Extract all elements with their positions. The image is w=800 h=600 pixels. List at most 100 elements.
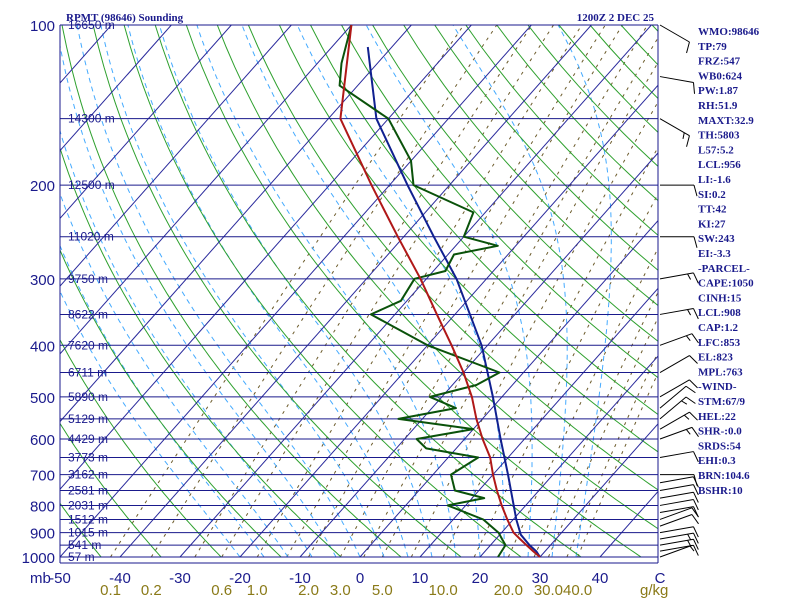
index-entry: -PARCEL- bbox=[698, 263, 750, 275]
plot-frame bbox=[59, 25, 659, 564]
mixing-ratio-label: 30.0 bbox=[534, 582, 563, 599]
temperature-tick-label: -20 bbox=[229, 570, 251, 587]
isotherm-line bbox=[60, 25, 232, 220]
wind-barb bbox=[659, 396, 696, 420]
temperature-tick-label: 10 bbox=[412, 570, 429, 587]
index-entry: WMO:98646 bbox=[698, 26, 760, 38]
station-title: RPMT (98646) Sounding bbox=[66, 12, 184, 24]
pressure-label: 300 bbox=[30, 272, 55, 289]
isotherm-line bbox=[419, 287, 658, 558]
index-entry: EL:823 bbox=[698, 352, 733, 364]
index-entry: -WIND- bbox=[698, 381, 737, 393]
height-label: 7620 m bbox=[68, 338, 108, 352]
isotherm-line bbox=[60, 25, 532, 558]
index-entry: LI:-1.6 bbox=[698, 174, 731, 186]
pressure-label: 800 bbox=[30, 498, 55, 515]
wind-barb bbox=[659, 538, 699, 550]
temperature-tick-labels: -50 -40 -30 -20 -10 0 10 20 30 40 C bbox=[49, 570, 665, 587]
wind-barb bbox=[659, 544, 699, 556]
mixing-ratio-label: 1.0 bbox=[247, 582, 268, 599]
wind-barb bbox=[659, 355, 698, 373]
indices-panel: WMO:98646 TP:79 FRZ:547 WB0:624 PW:1.87 RH:51… bbox=[698, 26, 760, 497]
isotherm-line bbox=[60, 25, 412, 423]
isotherms bbox=[60, 25, 658, 558]
mixing-ratio-label: 5.0 bbox=[372, 582, 393, 599]
height-label: 1512 m bbox=[68, 512, 108, 526]
wind-barb bbox=[659, 491, 699, 503]
wind-barb bbox=[659, 308, 699, 320]
index-entry: BRN:104.6 bbox=[698, 470, 750, 482]
height-label: 541 m bbox=[68, 538, 101, 552]
isotherm-line bbox=[60, 25, 172, 152]
index-entry: SW:243 bbox=[698, 233, 735, 245]
index-entry: SI:0.2 bbox=[698, 189, 726, 201]
wind-barb bbox=[659, 118, 690, 147]
pressure-label: 200 bbox=[30, 178, 55, 195]
mixing-ratio-label: 20.0 bbox=[494, 582, 523, 599]
wind-barb bbox=[659, 451, 699, 463]
wind-barb bbox=[659, 526, 699, 538]
wind-barb bbox=[659, 385, 696, 409]
height-label: 14300 m bbox=[68, 112, 115, 126]
index-entry: EI:-3.3 bbox=[698, 248, 731, 260]
temperature-tick-label: -40 bbox=[109, 570, 131, 587]
wind-barbs bbox=[659, 24, 699, 558]
index-entry: TT:42 bbox=[698, 204, 727, 216]
temperature-tick-label: 0 bbox=[356, 570, 364, 587]
index-entry: FRZ:547 bbox=[698, 56, 741, 68]
height-label: 11020 m bbox=[68, 230, 114, 244]
height-label: 8622 m bbox=[68, 307, 108, 321]
wind-barb bbox=[659, 76, 696, 94]
height-label: 9750 m bbox=[68, 272, 108, 286]
index-entry: PW:1.87 bbox=[698, 85, 739, 97]
wind-barb bbox=[659, 426, 699, 440]
index-entry: BSHR:10 bbox=[698, 485, 743, 497]
wind-barb bbox=[659, 24, 690, 54]
index-entry: MAXT:32.9 bbox=[698, 115, 754, 127]
index-entry: CAP:1.2 bbox=[698, 322, 739, 334]
wind-barb bbox=[660, 236, 698, 248]
index-entry: MPL:763 bbox=[698, 366, 743, 378]
pressure-label: 600 bbox=[30, 432, 55, 449]
index-entry: LFC:853 bbox=[698, 337, 741, 349]
index-entry: CAPE:1050 bbox=[698, 278, 754, 290]
temperature-tick-label: C bbox=[655, 570, 666, 587]
isotherm-line bbox=[479, 355, 658, 558]
isotherm-line bbox=[119, 25, 592, 558]
wind-barb bbox=[659, 544, 695, 558]
pressure-label: 700 bbox=[30, 468, 55, 485]
wind-barb bbox=[659, 499, 699, 511]
mixing-ratio-label: 10.0 bbox=[429, 582, 458, 599]
index-entry: EHI:0.3 bbox=[698, 455, 736, 467]
index-entry: LCL:908 bbox=[698, 307, 741, 319]
isotherm-line bbox=[179, 25, 652, 558]
index-entry: HEL:22 bbox=[698, 411, 736, 423]
index-entry: TH:5803 bbox=[698, 130, 740, 142]
pressure-label: 900 bbox=[30, 526, 55, 543]
height-label: 1015 m bbox=[68, 526, 108, 540]
height-label: 12500 m bbox=[68, 178, 115, 192]
index-entry: SHR-:0.0 bbox=[698, 426, 742, 438]
x-axis-label: mb bbox=[30, 570, 51, 587]
wind-barb bbox=[659, 272, 699, 284]
height-label: 2031 m bbox=[68, 498, 108, 512]
height-label: 3162 m bbox=[68, 468, 108, 482]
pressure-label: 1000 bbox=[22, 550, 55, 567]
index-entry: L57:5.2 bbox=[698, 144, 734, 156]
pressure-label: 400 bbox=[30, 338, 55, 355]
height-label: 4429 m bbox=[68, 432, 108, 446]
sounding-profiles bbox=[338, 25, 541, 558]
isotherm-line bbox=[239, 84, 658, 558]
temperature-tick-label: 40 bbox=[592, 570, 609, 587]
wind-barb bbox=[659, 514, 699, 527]
mixing-ratio-label: 2.0 bbox=[298, 582, 319, 599]
isotherm-line bbox=[60, 25, 352, 355]
height-label: 57 m bbox=[68, 550, 95, 564]
index-entry: LCL:956 bbox=[698, 159, 741, 171]
mixing-ratio-labels: 0.1 0.2 0.6 1.0 2.0 3.0 5.0 10.0 20.0 30.0 40.0 bbox=[100, 582, 592, 599]
height-label: 16650 m bbox=[68, 18, 115, 32]
isotherm-line bbox=[60, 25, 292, 287]
height-label: 2581 m bbox=[68, 484, 108, 498]
wind-barb bbox=[659, 379, 698, 398]
